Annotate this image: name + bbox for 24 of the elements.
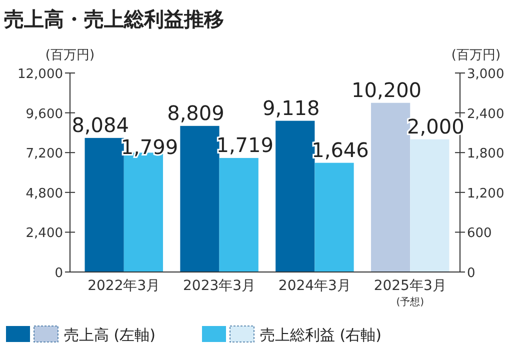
y2-tick-label: 0 [467,266,476,281]
legend-label: 売上総利益 (右軸) [260,326,382,344]
y2-tick-label: 2,400 [467,106,504,122]
x-tick-label: 2024年3月 [278,278,351,294]
y2-tick-label: 1,800 [467,146,504,162]
y-tick-label: 12,000 [18,67,63,82]
y-tick-label: 7,200 [26,146,63,162]
x-tick-label: 2022年3月 [88,278,160,294]
y-axis-title: (百万円) [45,48,95,63]
y2-tick-label: 3,000 [467,67,504,82]
chart-title: 売上高・売上総利益推移 [4,7,224,31]
y2-axis-title: (百万円) [451,48,501,63]
y-tick-label: 0 [54,266,63,281]
data-label: 9,118 [262,96,320,120]
y2-tick-label: 600 [467,226,492,242]
data-label: 10,200 [352,78,422,102]
x-tick-label: 2023年3月 [183,278,256,294]
data-label: 8,809 [167,100,224,125]
y2-tick-label: 1,200 [467,186,504,202]
data-label: 8,084 [72,112,129,137]
y-tick-label: 9,600 [26,106,63,122]
y-tick-label: 4,800 [26,186,63,202]
y-tick-label: 2,400 [26,226,63,242]
legend-label: 売上高 (左軸) [64,326,156,344]
